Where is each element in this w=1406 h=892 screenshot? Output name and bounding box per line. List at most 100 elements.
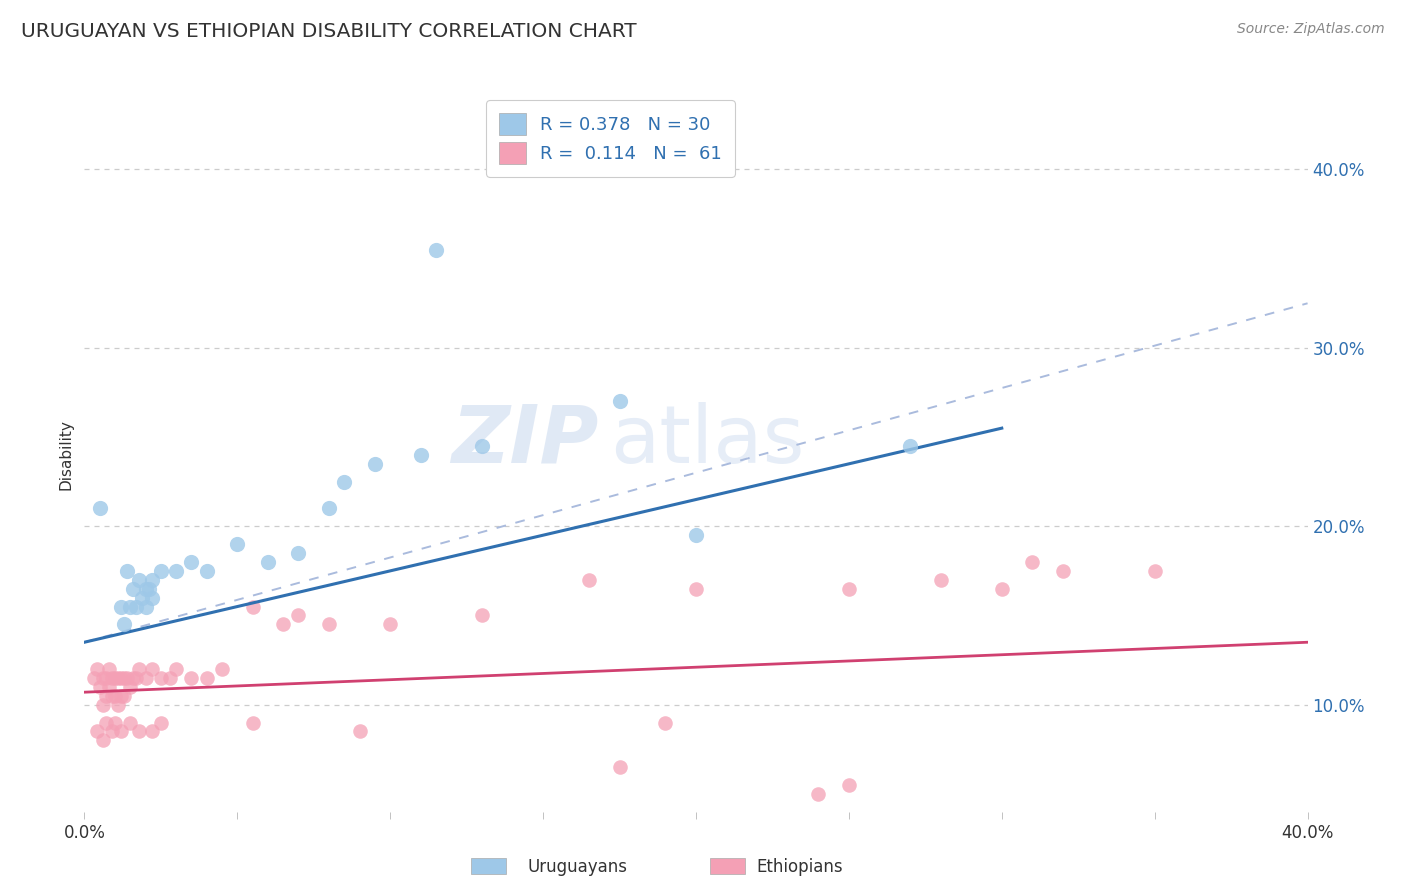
Point bbox=[94, 715, 117, 730]
Point bbox=[609, 760, 631, 774]
Point bbox=[128, 573, 150, 587]
Point bbox=[1143, 564, 1166, 578]
Point bbox=[135, 599, 157, 614]
Point bbox=[242, 599, 264, 614]
Point bbox=[115, 564, 138, 578]
Point bbox=[149, 671, 172, 685]
Point bbox=[1052, 564, 1074, 578]
Point bbox=[333, 475, 356, 489]
Point bbox=[609, 394, 631, 409]
Point bbox=[112, 689, 135, 703]
Point bbox=[929, 573, 952, 587]
Y-axis label: Disability: Disability bbox=[58, 419, 73, 491]
Point bbox=[242, 715, 264, 730]
Point bbox=[94, 689, 117, 703]
Point bbox=[685, 582, 707, 596]
Point bbox=[195, 671, 218, 685]
Point bbox=[135, 671, 157, 685]
Point bbox=[104, 715, 127, 730]
Point bbox=[349, 724, 371, 739]
Point bbox=[101, 671, 124, 685]
Text: Uruguayans: Uruguayans bbox=[527, 858, 627, 876]
Point bbox=[107, 698, 129, 712]
Point bbox=[838, 582, 860, 596]
Point bbox=[94, 671, 117, 685]
Point bbox=[91, 698, 114, 712]
Point bbox=[471, 608, 494, 623]
Point bbox=[86, 662, 108, 676]
Point bbox=[91, 671, 114, 685]
Point bbox=[138, 582, 160, 596]
Point bbox=[110, 689, 132, 703]
Point bbox=[471, 439, 494, 453]
Text: Source: ZipAtlas.com: Source: ZipAtlas.com bbox=[1237, 22, 1385, 37]
Point bbox=[226, 537, 249, 551]
Point bbox=[110, 724, 132, 739]
Point bbox=[128, 662, 150, 676]
Point bbox=[149, 715, 172, 730]
Point bbox=[110, 599, 132, 614]
Point bbox=[685, 528, 707, 542]
Text: Ethiopians: Ethiopians bbox=[756, 858, 844, 876]
Text: atlas: atlas bbox=[610, 401, 804, 480]
Point bbox=[425, 243, 447, 257]
Legend: R = 0.378   N = 30, R =  0.114   N =  61: R = 0.378 N = 30, R = 0.114 N = 61 bbox=[486, 100, 734, 177]
Point bbox=[318, 501, 340, 516]
Text: ZIP: ZIP bbox=[451, 401, 598, 480]
Point bbox=[271, 617, 294, 632]
Point bbox=[180, 555, 202, 569]
Point bbox=[1021, 555, 1043, 569]
Point bbox=[101, 724, 124, 739]
Point bbox=[165, 662, 187, 676]
Point bbox=[654, 715, 676, 730]
Point bbox=[104, 671, 127, 685]
Point bbox=[898, 439, 921, 453]
Point bbox=[115, 671, 138, 685]
Point bbox=[211, 662, 233, 676]
Point bbox=[131, 591, 153, 605]
Point bbox=[149, 564, 172, 578]
Point bbox=[141, 573, 163, 587]
Point bbox=[165, 564, 187, 578]
Point bbox=[107, 671, 129, 685]
Point bbox=[122, 671, 145, 685]
Point bbox=[991, 582, 1014, 596]
Point bbox=[120, 715, 142, 730]
Point bbox=[807, 787, 830, 801]
Point bbox=[97, 680, 120, 694]
Point bbox=[91, 733, 114, 747]
Point bbox=[112, 671, 135, 685]
Text: URUGUAYAN VS ETHIOPIAN DISABILITY CORRELATION CHART: URUGUAYAN VS ETHIOPIAN DISABILITY CORREL… bbox=[21, 22, 637, 41]
Point bbox=[135, 582, 157, 596]
Point bbox=[128, 724, 150, 739]
Point bbox=[287, 546, 309, 560]
Point bbox=[141, 662, 163, 676]
Point bbox=[838, 778, 860, 792]
Point bbox=[89, 680, 111, 694]
Point bbox=[380, 617, 402, 632]
Point bbox=[104, 689, 127, 703]
Point bbox=[159, 671, 181, 685]
Point bbox=[141, 591, 163, 605]
Point bbox=[318, 617, 340, 632]
Point bbox=[120, 680, 142, 694]
Point bbox=[122, 582, 145, 596]
Point bbox=[97, 662, 120, 676]
Point bbox=[195, 564, 218, 578]
Point bbox=[287, 608, 309, 623]
Point bbox=[578, 573, 600, 587]
Point bbox=[101, 689, 124, 703]
Point bbox=[257, 555, 280, 569]
Point bbox=[364, 457, 387, 471]
Point bbox=[141, 724, 163, 739]
Point bbox=[125, 599, 148, 614]
Point bbox=[83, 671, 105, 685]
Point bbox=[86, 724, 108, 739]
Point bbox=[120, 599, 142, 614]
Point bbox=[409, 448, 432, 462]
Point bbox=[112, 617, 135, 632]
Point bbox=[180, 671, 202, 685]
Point bbox=[89, 501, 111, 516]
Point bbox=[125, 671, 148, 685]
Point bbox=[110, 671, 132, 685]
